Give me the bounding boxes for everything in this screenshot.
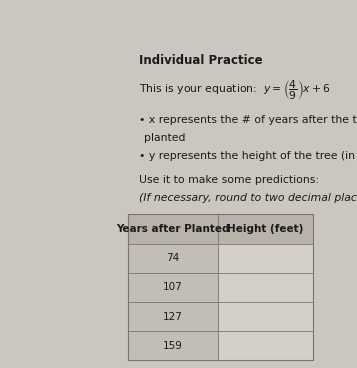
Text: This is your equation:  $y = \left(\dfrac{4}{9}\right)x + 6$: This is your equation: $y = \left(\dfrac… <box>139 78 331 102</box>
Text: planted: planted <box>144 133 186 143</box>
Text: Height (feet): Height (feet) <box>227 224 303 234</box>
Text: • x represents the # of years after the tree was: • x represents the # of years after the … <box>139 115 357 125</box>
Text: 107: 107 <box>163 282 182 293</box>
Text: Use it to make some predictions:: Use it to make some predictions: <box>139 176 319 185</box>
Text: • y represents the height of the tree (in feet): • y represents the height of the tree (i… <box>139 151 357 161</box>
Text: (If necessary, round to two decimal places): (If necessary, round to two decimal plac… <box>139 193 357 203</box>
Text: 74: 74 <box>166 253 179 263</box>
Text: Individual Practice: Individual Practice <box>139 54 262 67</box>
Text: Years after Planted: Years after Planted <box>116 224 229 234</box>
Text: 127: 127 <box>163 312 182 322</box>
Text: 159: 159 <box>163 341 182 351</box>
